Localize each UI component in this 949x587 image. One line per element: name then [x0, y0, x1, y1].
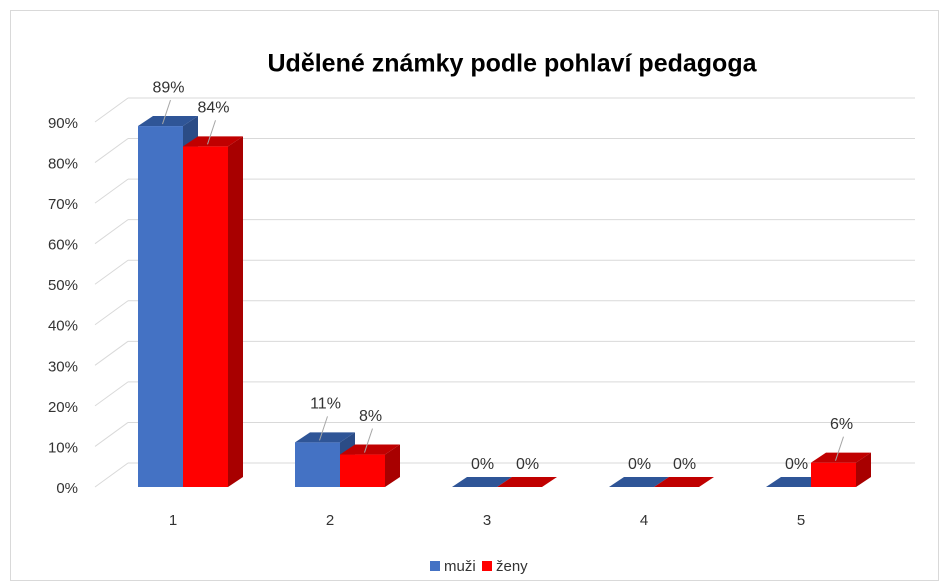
bar — [340, 454, 385, 487]
data-label: 11% — [310, 396, 341, 413]
y-tick-label: 60% — [48, 237, 78, 254]
grid-line — [94, 300, 129, 326]
chart-title: Udělené známky podle pohlaví pedagoga — [268, 50, 758, 78]
bar-side — [228, 136, 243, 488]
y-tick-label: 90% — [48, 115, 78, 132]
grid-line — [94, 178, 129, 204]
y-tick-label: 0% — [56, 480, 78, 497]
leader-line — [364, 428, 373, 453]
bar-top — [340, 444, 400, 455]
data-label: 0% — [516, 456, 539, 473]
y-tick-label: 10% — [48, 439, 78, 456]
leader-line — [319, 416, 328, 441]
bar-top — [811, 452, 871, 463]
y-tick-label: 20% — [48, 399, 78, 416]
leader-line — [207, 120, 216, 145]
bar-side — [856, 452, 871, 487]
bar — [811, 462, 856, 487]
grid-line — [94, 138, 129, 163]
bar-top — [138, 116, 198, 127]
bar — [295, 442, 340, 487]
data-label: 0% — [471, 456, 494, 473]
y-tick-label: 50% — [48, 277, 78, 294]
data-label: 0% — [628, 456, 651, 473]
y-tick-label: 80% — [48, 156, 78, 173]
bar-top — [497, 477, 557, 487]
data-label: 84% — [197, 100, 229, 117]
grid-line — [94, 219, 129, 245]
bar-top — [183, 136, 243, 147]
grid-line — [94, 422, 129, 447]
x-tick-label: 5 — [797, 512, 805, 529]
grid-line — [94, 381, 129, 407]
data-label: 6% — [830, 416, 853, 433]
legend-label: muži — [444, 558, 476, 575]
y-tick-label: 30% — [48, 358, 78, 375]
x-tick-label: 1 — [169, 512, 177, 529]
x-tick-label: 3 — [483, 512, 491, 529]
grid-line — [94, 259, 129, 285]
x-tick-label: 4 — [640, 512, 648, 529]
data-label: 89% — [152, 79, 184, 96]
grid-line — [94, 462, 129, 488]
bar-top — [452, 477, 512, 487]
data-label: 0% — [673, 456, 696, 473]
bar-top — [654, 477, 714, 487]
leader-line — [162, 99, 171, 125]
data-label: 8% — [359, 408, 382, 425]
legend-swatch — [430, 561, 440, 571]
legend-label: ženy — [496, 558, 528, 575]
bar — [138, 126, 183, 488]
bar — [183, 146, 228, 488]
y-tick-label: 40% — [48, 318, 78, 335]
legend-swatch — [482, 561, 492, 571]
grid-line — [94, 340, 129, 366]
x-tick-label: 2 — [326, 512, 334, 529]
bar-top — [609, 477, 669, 487]
leader-line — [835, 436, 844, 461]
bar-top — [295, 432, 355, 443]
y-tick-label: 70% — [48, 196, 78, 213]
data-label: 0% — [785, 456, 808, 473]
bar-side — [385, 444, 400, 487]
grid-line — [94, 97, 129, 123]
